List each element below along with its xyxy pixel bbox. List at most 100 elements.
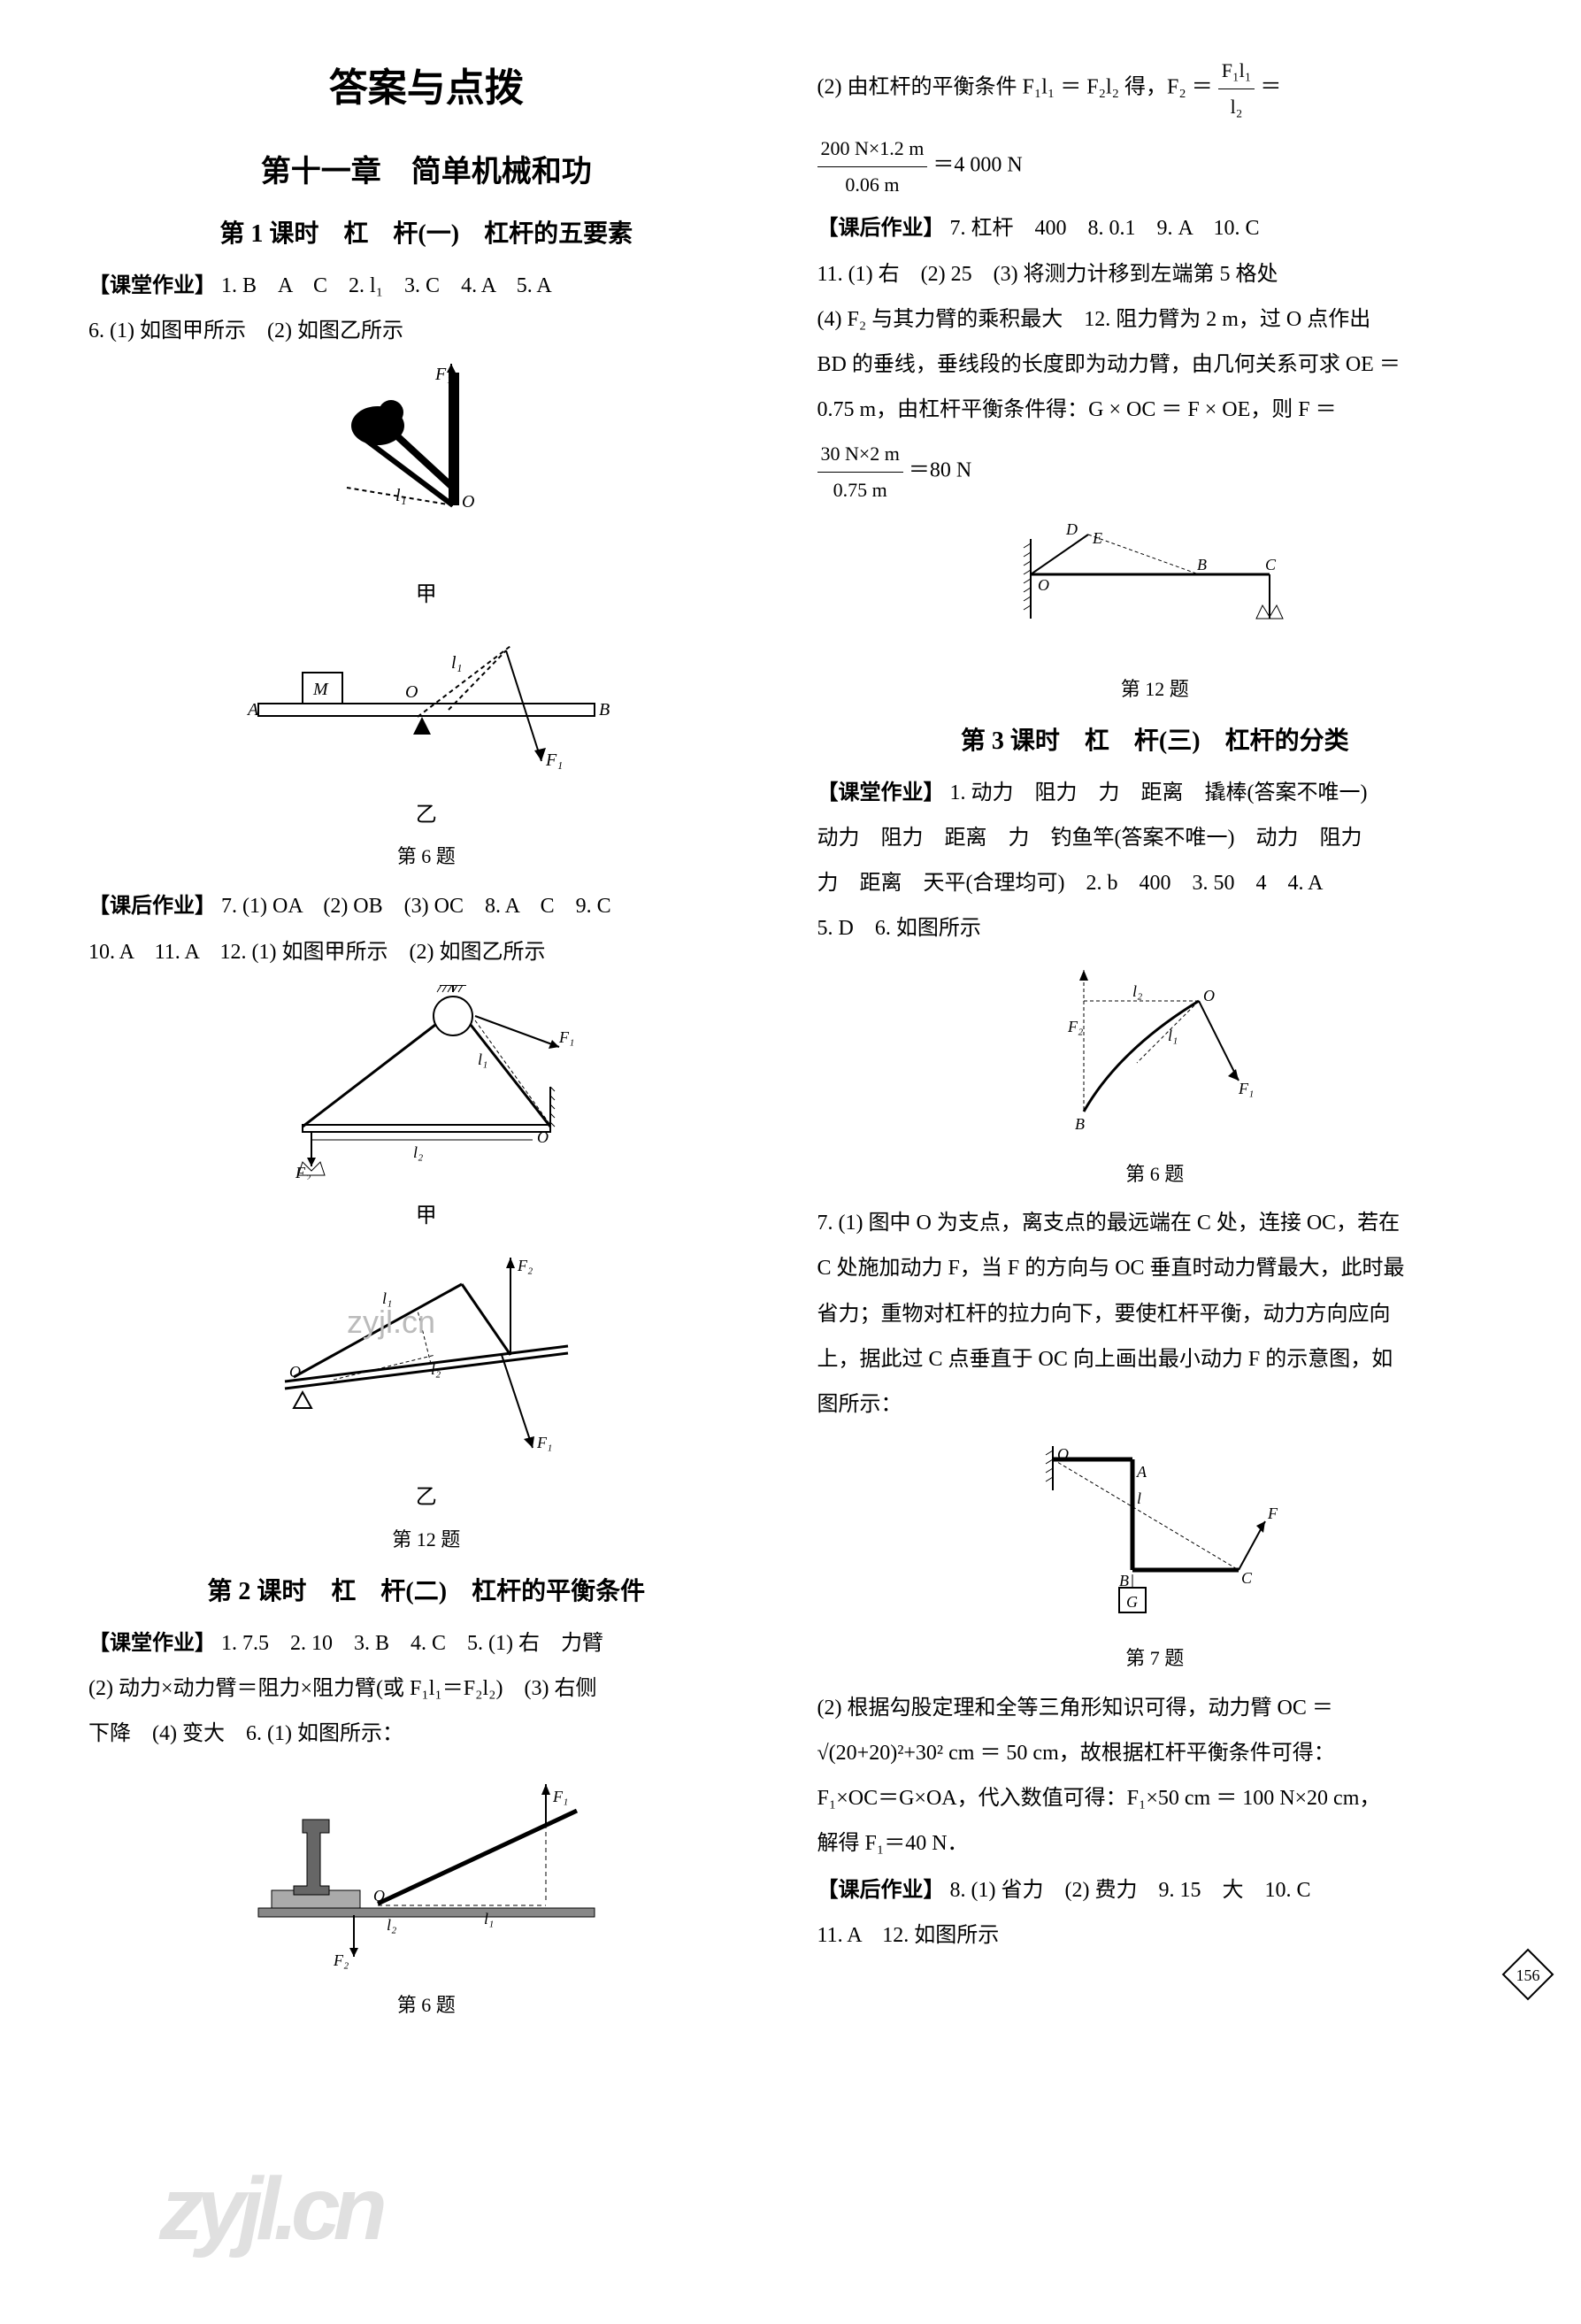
svg-text:C: C (1241, 1569, 1253, 1587)
svg-text:O: O (462, 492, 474, 512)
right-column: (2) 由杠杆的平衡条件 F₁l₁ ＝ F₂l₂ 得，F₂ ＝ F₁l₁ l₂ … (817, 53, 1493, 2036)
label-classwork-2: 【课堂作业】 (88, 1631, 216, 1655)
s3-line12: F₁×OC＝G×OA，代入数值可得：F₁×50 cm ＝ 100 N×20 cm… (817, 1780, 1493, 1818)
svg-text:l₂: l₂ (387, 1916, 396, 1934)
r-top-line5: (4) F₂ 与其力臂的乘积最大 12. 阻力臂为 2 m，过 O 点作出 (817, 301, 1493, 339)
label-homework: 【课后作业】 (88, 894, 216, 918)
frac3-den: 0.75 m (817, 473, 903, 508)
frac2-num: 200 N×1.2 m (817, 131, 928, 167)
frac1-den: l₂ (1218, 89, 1255, 125)
watermark: zyjl.cn (159, 2129, 380, 2289)
svg-text:zyjl.cn: zyjl.cn (347, 1304, 435, 1340)
s3-line14-text: 8. (1) 省力 (2) 费力 9. 15 大 10. C (950, 1879, 1311, 1902)
svg-text:l₁: l₁ (484, 1910, 494, 1928)
s1-fig6-jia: F₁ l₁ O 甲 (88, 364, 764, 614)
svg-text:B: B (1197, 556, 1207, 573)
s3-line8: 上，据此过 C 点垂直于 OC 向上画出最小动力 F 的示意图，如 (817, 1341, 1493, 1379)
svg-text:E: E (1092, 529, 1102, 547)
svg-text:F₁: F₁ (558, 1028, 574, 1046)
svg-text:A: A (246, 700, 259, 720)
r-top-line1: (2) 由杠杆的平衡条件 F₁l₁ ＝ F₂l₂ 得，F₂ ＝ F₁l₁ l₂ … (817, 53, 1493, 124)
s1-fig12-caption: 第 12 题 (88, 1522, 764, 1558)
s3-line9: 图所示： (817, 1386, 1493, 1424)
frac2: 200 N×1.2 m 0.06 m (817, 131, 928, 202)
s3-line5: 7. (1) 图中 O 为支点，离支点的最远端在 C 处，连接 OC，若在 (817, 1204, 1493, 1243)
r-fig12: O D E B C 第 12 题 (817, 521, 1493, 707)
s1-fig6-yi: A B M l₁ O F₁ 乙 第 6 题 (88, 628, 764, 874)
frac1-num: F₁l₁ (1218, 53, 1255, 89)
frac3: 30 N×2 m 0.75 m (817, 436, 903, 507)
svg-text:O: O (405, 682, 418, 702)
r-fig12-caption: 第 12 题 (817, 672, 1493, 707)
frac1: F₁l₁ l₂ (1218, 53, 1255, 124)
s3-line11: √(20+20)²+30² cm ＝ 50 cm，故根据杠杆平衡条件可得： (817, 1735, 1493, 1773)
fig12-jia-label: 甲 (88, 1197, 764, 1235)
s3-line13: 解得 F₁＝40 N． (817, 1825, 1493, 1863)
svg-text:B: B (599, 700, 610, 720)
label-classwork: 【课堂作业】 (88, 273, 216, 297)
fig12-yi-label: 乙 (88, 1479, 764, 1517)
svg-text:F₁: F₁ (545, 750, 563, 770)
s2-line3: 下降 (4) 变大 6. (1) 如图所示： (88, 1715, 764, 1753)
section1-title: 第 1 课时 杠 杆(一) 杠杆的五要素 (88, 212, 764, 257)
s2-line1: 【课堂作业】 1. 7.5 2. 10 3. B 4. C 5. (1) 右 力… (88, 1624, 764, 1663)
svg-text:l₁: l₁ (478, 1050, 487, 1068)
r-top-line1-post: ＝ (1260, 76, 1281, 99)
s1-fig12-jia: O l₁ F₁ l₂ F₂ 甲 (88, 985, 764, 1235)
s1-line3-text: 7. (1) OA (2) OB (3) OC 8. A C 9. C (221, 895, 611, 918)
svg-text:O: O (1038, 576, 1049, 594)
svg-text:l₂: l₂ (1132, 982, 1142, 1000)
page-number-text: 156 (1516, 1966, 1540, 1984)
r-top-line2: 200 N×1.2 m 0.06 m ＝4 000 N (817, 131, 1493, 202)
s3-line14: 【课后作业】 8. (1) 省力 (2) 费力 9. 15 大 10. C (817, 1871, 1493, 1910)
svg-text:F₁: F₁ (434, 365, 452, 384)
r-top-line8: 30 N×2 m 0.75 m ＝80 N (817, 436, 1493, 507)
s1-line3: 【课后作业】 7. (1) OA (2) OB (3) OC 8. A C 9.… (88, 887, 764, 926)
svg-text:B: B (1075, 1115, 1085, 1133)
svg-text:F₁: F₁ (552, 1788, 568, 1805)
s3-fig6-caption: 第 6 题 (817, 1157, 1493, 1192)
svg-text:l₁: l₁ (395, 486, 407, 505)
s3-line10: (2) 根据勾股定理和全等三角形知识可得，动力臂 OC ＝ (817, 1689, 1493, 1728)
chapter-title: 第十一章 简单机械和功 (88, 145, 764, 199)
svg-text:F₂: F₂ (295, 1164, 311, 1180)
svg-text:C: C (1265, 556, 1277, 573)
r-top-line1-pre: (2) 由杠杆的平衡条件 F₁l₁ ＝ F₂l₂ 得，F₂ ＝ (817, 76, 1218, 99)
s3-line4: 5. D 6. 如图所示 (817, 910, 1493, 948)
s2-fig6-caption: 第 6 题 (88, 1988, 764, 2023)
s3-line15: 11. A 12. 如图所示 (817, 1917, 1493, 1955)
svg-text:O: O (537, 1128, 549, 1146)
r-top-line8-post: ＝80 N (909, 459, 971, 482)
svg-text:F₁: F₁ (536, 1434, 552, 1451)
frac3-num: 30 N×2 m (817, 436, 903, 473)
s3-line7: 省力；重物对杠杆的拉力向下，要使杠杆平衡，动力方向应向 (817, 1296, 1493, 1334)
svg-text:M: M (312, 680, 329, 699)
s3-line2: 动力 阻力 距离 力 钓鱼竿(答案不唯一) 动力 阻力 (817, 820, 1493, 858)
left-column: 答案与点拨 第十一章 简单机械和功 第 1 课时 杠 杆(一) 杠杆的五要素 【… (88, 53, 764, 2036)
svg-text:F₂: F₂ (333, 1951, 349, 1969)
svg-text:l: l (1137, 1489, 1141, 1507)
svg-text:O: O (289, 1363, 301, 1381)
s3-fig7: O A B C l F G 第 7 题 (817, 1437, 1493, 1676)
svg-text:D: D (1065, 521, 1078, 538)
r-top-line3: 【课后作业】 7. 杠杆 400 8. 0.1 9. A 10. C (817, 209, 1493, 248)
section3-title: 第 3 课时 杠 杆(三) 杠杆的分类 (817, 720, 1493, 764)
svg-text:G: G (1126, 1593, 1138, 1611)
s3-line1-text: 1. 动力 阻力 力 距离 撬棒(答案不唯一) (950, 781, 1368, 804)
s3-line3: 力 距离 天平(合理均可) 2. b 400 3. 50 4 4. A (817, 865, 1493, 903)
s1-fig12-yi: l₁ l₂ O F₂ F₁ zyjl.cn 乙 第 12 题 (88, 1249, 764, 1557)
svg-text:l₂: l₂ (431, 1360, 441, 1378)
svg-text:l₁: l₁ (1168, 1027, 1178, 1044)
s3-fig6: F₂ B l₂ O l₁ F₁ 第 6 题 (817, 961, 1493, 1191)
s3-fig7-caption: 第 7 题 (817, 1641, 1493, 1676)
svg-text:O: O (373, 1887, 385, 1905)
r-top-line3-text: 7. 杠杆 400 8. 0.1 9. A 10. C (950, 217, 1260, 240)
fig6-yi-label: 乙 (88, 796, 764, 835)
page-number: 156 (1501, 1948, 1554, 2014)
fig6-jia-label: 甲 (88, 576, 764, 614)
svg-text:F₂: F₂ (517, 1257, 533, 1274)
label-homework-r: 【课后作业】 (817, 216, 945, 240)
svg-text:O: O (1203, 987, 1215, 1004)
label-homework-3: 【课后作业】 (817, 1878, 945, 1902)
s1-line1: 【课堂作业】 1. B A C 2. l₁ 3. C 4. A 5. A (88, 266, 764, 305)
